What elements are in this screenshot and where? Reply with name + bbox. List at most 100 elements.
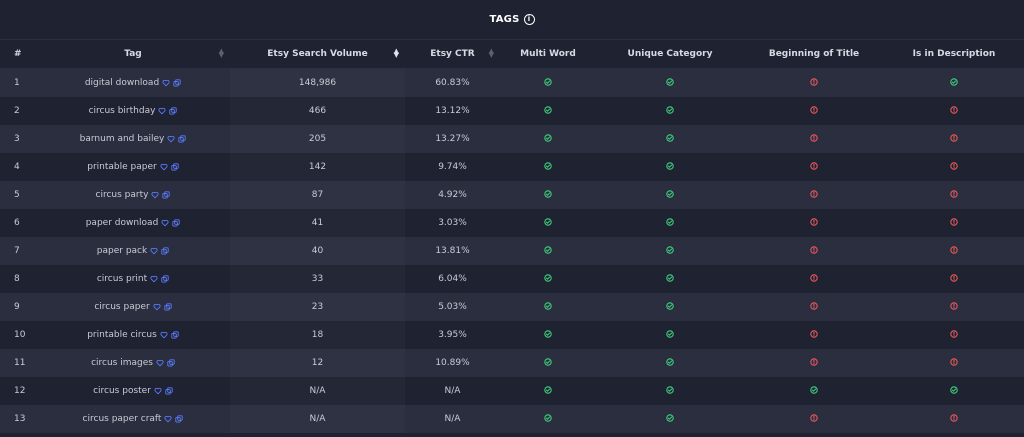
tags-table: # Tag ▲ ▼ Etsy Search Volume ▲ ▼ Etsy CTR ▲ ▼ … bbox=[0, 40, 1024, 433]
multi-word-cell bbox=[500, 153, 596, 181]
favorite-heart-icon[interactable] bbox=[161, 219, 169, 227]
check-circle-icon bbox=[666, 357, 674, 369]
column-header-multi-word: Multi Word bbox=[500, 40, 596, 69]
ctr-cell: 13.12% bbox=[435, 106, 470, 116]
column-header-beginning-of-title: Beginning of Title bbox=[744, 40, 884, 69]
info-icon[interactable]: i bbox=[523, 14, 535, 25]
table-row: 7 paper pack 40 13.81% bbox=[0, 237, 1024, 265]
unique-category-cell bbox=[596, 97, 744, 125]
copy-icon[interactable] bbox=[178, 134, 186, 143]
copy-icon[interactable] bbox=[165, 386, 173, 395]
alert-circle-icon bbox=[950, 357, 958, 369]
ctr-cell: 60.83% bbox=[435, 78, 470, 88]
sort-icon[interactable]: ▲ ▼ bbox=[218, 47, 224, 59]
favorite-heart-icon[interactable] bbox=[151, 191, 159, 199]
copy-icon[interactable] bbox=[161, 246, 169, 255]
unique-category-cell bbox=[596, 405, 744, 433]
alert-circle-icon bbox=[810, 105, 818, 117]
tag-text: printable paper bbox=[87, 162, 157, 172]
copy-icon[interactable] bbox=[162, 190, 171, 199]
search-volume-cell: 12 bbox=[230, 349, 405, 377]
ctr-cell: 3.95% bbox=[438, 330, 467, 340]
tag-cell: barnum and bailey bbox=[36, 125, 230, 153]
beginning-of-title-cell bbox=[744, 181, 884, 209]
copy-icon[interactable] bbox=[173, 78, 181, 87]
favorite-heart-icon[interactable] bbox=[150, 275, 158, 283]
alert-circle-icon bbox=[950, 273, 958, 285]
check-circle-icon bbox=[666, 245, 674, 257]
sort-icon[interactable]: ▲ ▼ bbox=[488, 47, 494, 59]
tag-text: circus birthday bbox=[88, 106, 156, 116]
tag-text: circus party bbox=[95, 190, 149, 200]
search-volume-cell: 148,986 bbox=[230, 69, 405, 98]
table-row: 1 digital download 148,986 60.83% bbox=[0, 68, 1024, 98]
tag-text: circus print bbox=[96, 274, 148, 284]
row-index: 2 bbox=[14, 106, 20, 116]
copy-icon[interactable] bbox=[167, 358, 175, 367]
copy-icon[interactable] bbox=[172, 218, 180, 227]
is-in-description-cell bbox=[884, 153, 1024, 181]
copy-icon[interactable] bbox=[164, 302, 172, 311]
column-header-ctr[interactable]: Etsy CTR ▲ ▼ bbox=[405, 40, 500, 69]
copy-icon[interactable] bbox=[171, 162, 179, 171]
multi-word-cell bbox=[500, 209, 596, 237]
check-circle-icon bbox=[544, 413, 552, 425]
copy-icon[interactable] bbox=[175, 414, 184, 423]
alert-circle-icon bbox=[810, 301, 818, 313]
table-row: 9 circus paper 23 5.03% bbox=[0, 293, 1024, 321]
copy-icon[interactable] bbox=[171, 330, 179, 339]
row-index: 8 bbox=[14, 274, 20, 284]
favorite-heart-icon[interactable] bbox=[160, 331, 168, 339]
table-row: 6 paper download 41 3.03% bbox=[0, 209, 1024, 237]
alert-circle-icon bbox=[810, 189, 818, 201]
beginning-of-title-cell bbox=[744, 321, 884, 349]
tag-text: printable circus bbox=[87, 330, 157, 340]
is-in-description-cell bbox=[884, 97, 1024, 125]
alert-circle-icon bbox=[950, 301, 958, 313]
favorite-heart-icon[interactable] bbox=[153, 303, 161, 311]
search-volume-cell: 466 bbox=[230, 97, 405, 125]
tag-cell: printable paper bbox=[36, 153, 230, 181]
check-circle-icon bbox=[544, 357, 552, 369]
multi-word-cell bbox=[500, 69, 596, 98]
favorite-heart-icon[interactable] bbox=[154, 387, 162, 395]
tag-cell: digital download bbox=[36, 69, 230, 98]
row-index: 10 bbox=[14, 330, 26, 340]
alert-circle-icon bbox=[810, 357, 818, 369]
column-header-index: # bbox=[0, 40, 36, 69]
unique-category-cell bbox=[596, 237, 744, 265]
beginning-of-title-cell bbox=[744, 153, 884, 181]
copy-icon[interactable] bbox=[161, 274, 169, 283]
favorite-heart-icon[interactable] bbox=[160, 163, 168, 171]
favorite-heart-icon[interactable] bbox=[150, 247, 158, 255]
favorite-heart-icon[interactable] bbox=[164, 415, 172, 423]
ctr-cell: 6.04% bbox=[438, 274, 467, 284]
favorite-heart-icon[interactable] bbox=[158, 107, 166, 115]
copy-icon[interactable] bbox=[169, 106, 178, 115]
ctr-cell: 10.89% bbox=[435, 358, 470, 368]
sort-icon[interactable]: ▲ ▼ bbox=[393, 47, 399, 59]
row-index: 5 bbox=[14, 190, 20, 200]
ctr-cell: 13.81% bbox=[435, 246, 470, 256]
favorite-heart-icon[interactable] bbox=[156, 359, 164, 367]
favorite-heart-icon[interactable] bbox=[167, 135, 175, 143]
favorite-heart-icon[interactable] bbox=[162, 79, 170, 87]
alert-circle-icon bbox=[810, 217, 818, 229]
alert-circle-icon bbox=[950, 245, 958, 257]
ctr-cell: 4.92% bbox=[438, 190, 467, 200]
is-in-description-cell bbox=[884, 405, 1024, 433]
is-in-description-cell bbox=[884, 181, 1024, 209]
tag-cell: circus paper craft bbox=[36, 405, 230, 433]
is-in-description-cell bbox=[884, 349, 1024, 377]
table-row: 13 circus paper craft N/A N/A bbox=[0, 405, 1024, 433]
ctr-cell: 3.03% bbox=[438, 218, 467, 228]
column-header-tag[interactable]: Tag ▲ ▼ bbox=[36, 40, 230, 69]
row-index: 1 bbox=[14, 78, 20, 88]
is-in-description-cell bbox=[884, 377, 1024, 405]
check-circle-icon bbox=[544, 105, 552, 117]
alert-circle-icon bbox=[810, 133, 818, 145]
search-volume-cell: 205 bbox=[230, 125, 405, 153]
column-header-search-volume[interactable]: Etsy Search Volume ▲ ▼ bbox=[230, 40, 405, 69]
tag-text: circus paper bbox=[94, 302, 150, 312]
